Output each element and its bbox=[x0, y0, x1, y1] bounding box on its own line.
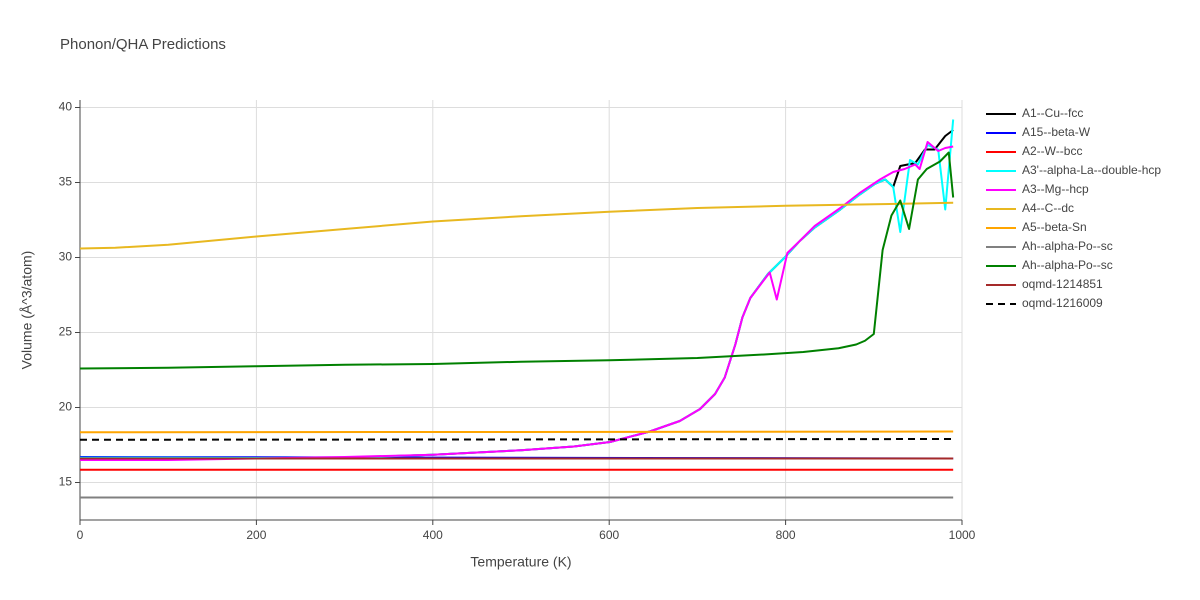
series-line bbox=[79, 430, 954, 434]
series-line bbox=[79, 151, 955, 370]
y-tick-label: 40 bbox=[59, 100, 73, 114]
x-tick-label: 200 bbox=[246, 528, 266, 542]
legend-label: A1--Cu--fcc bbox=[1022, 106, 1083, 120]
series-line bbox=[80, 141, 954, 461]
y-axis-title: Volume (Å^3/atom) bbox=[19, 251, 35, 370]
chart-title: Phonon/QHA Predictions bbox=[60, 36, 226, 53]
legend-label: A3--Mg--hcp bbox=[1022, 182, 1089, 196]
y-tick-label: 30 bbox=[59, 250, 73, 264]
y-tick-label: 25 bbox=[59, 325, 73, 339]
y-tick-label: 35 bbox=[59, 175, 73, 189]
legend-label: A4--C--dc bbox=[1022, 201, 1074, 215]
legend-label: A2--W--bcc bbox=[1022, 144, 1082, 158]
x-tick-label: 400 bbox=[423, 528, 443, 542]
legend-label: A5--beta-Sn bbox=[1022, 220, 1087, 234]
legend: A1--Cu--fcc A15--beta-W A2--W--bcc A3'--alp… bbox=[986, 106, 1161, 310]
series-line bbox=[79, 438, 954, 441]
y-tick-label: 15 bbox=[59, 475, 73, 489]
x-axis-title: Temperature (K) bbox=[470, 554, 571, 570]
legend-label: oqmd-1214851 bbox=[1022, 277, 1103, 291]
legend-label: A3'--alpha-La--double-hcp bbox=[1022, 163, 1161, 177]
legend-label: oqmd-1216009 bbox=[1022, 296, 1103, 310]
legend-label: Ah--alpha-Po--sc bbox=[1022, 258, 1113, 272]
legend-label: A15--beta-W bbox=[1022, 125, 1091, 139]
y-tick-label: 20 bbox=[59, 400, 73, 414]
x-tick-label: 1000 bbox=[949, 528, 976, 542]
grid: 0 200 400 600 800 1000 15 20 25 30 35 40 bbox=[59, 100, 976, 543]
series-line bbox=[79, 201, 954, 250]
x-tick-label: 800 bbox=[776, 528, 796, 542]
legend-label: Ah--alpha-Po--sc bbox=[1022, 239, 1113, 253]
plot-area bbox=[79, 119, 955, 499]
x-tick-label: 600 bbox=[599, 528, 619, 542]
x-tick-label: 0 bbox=[77, 528, 84, 542]
